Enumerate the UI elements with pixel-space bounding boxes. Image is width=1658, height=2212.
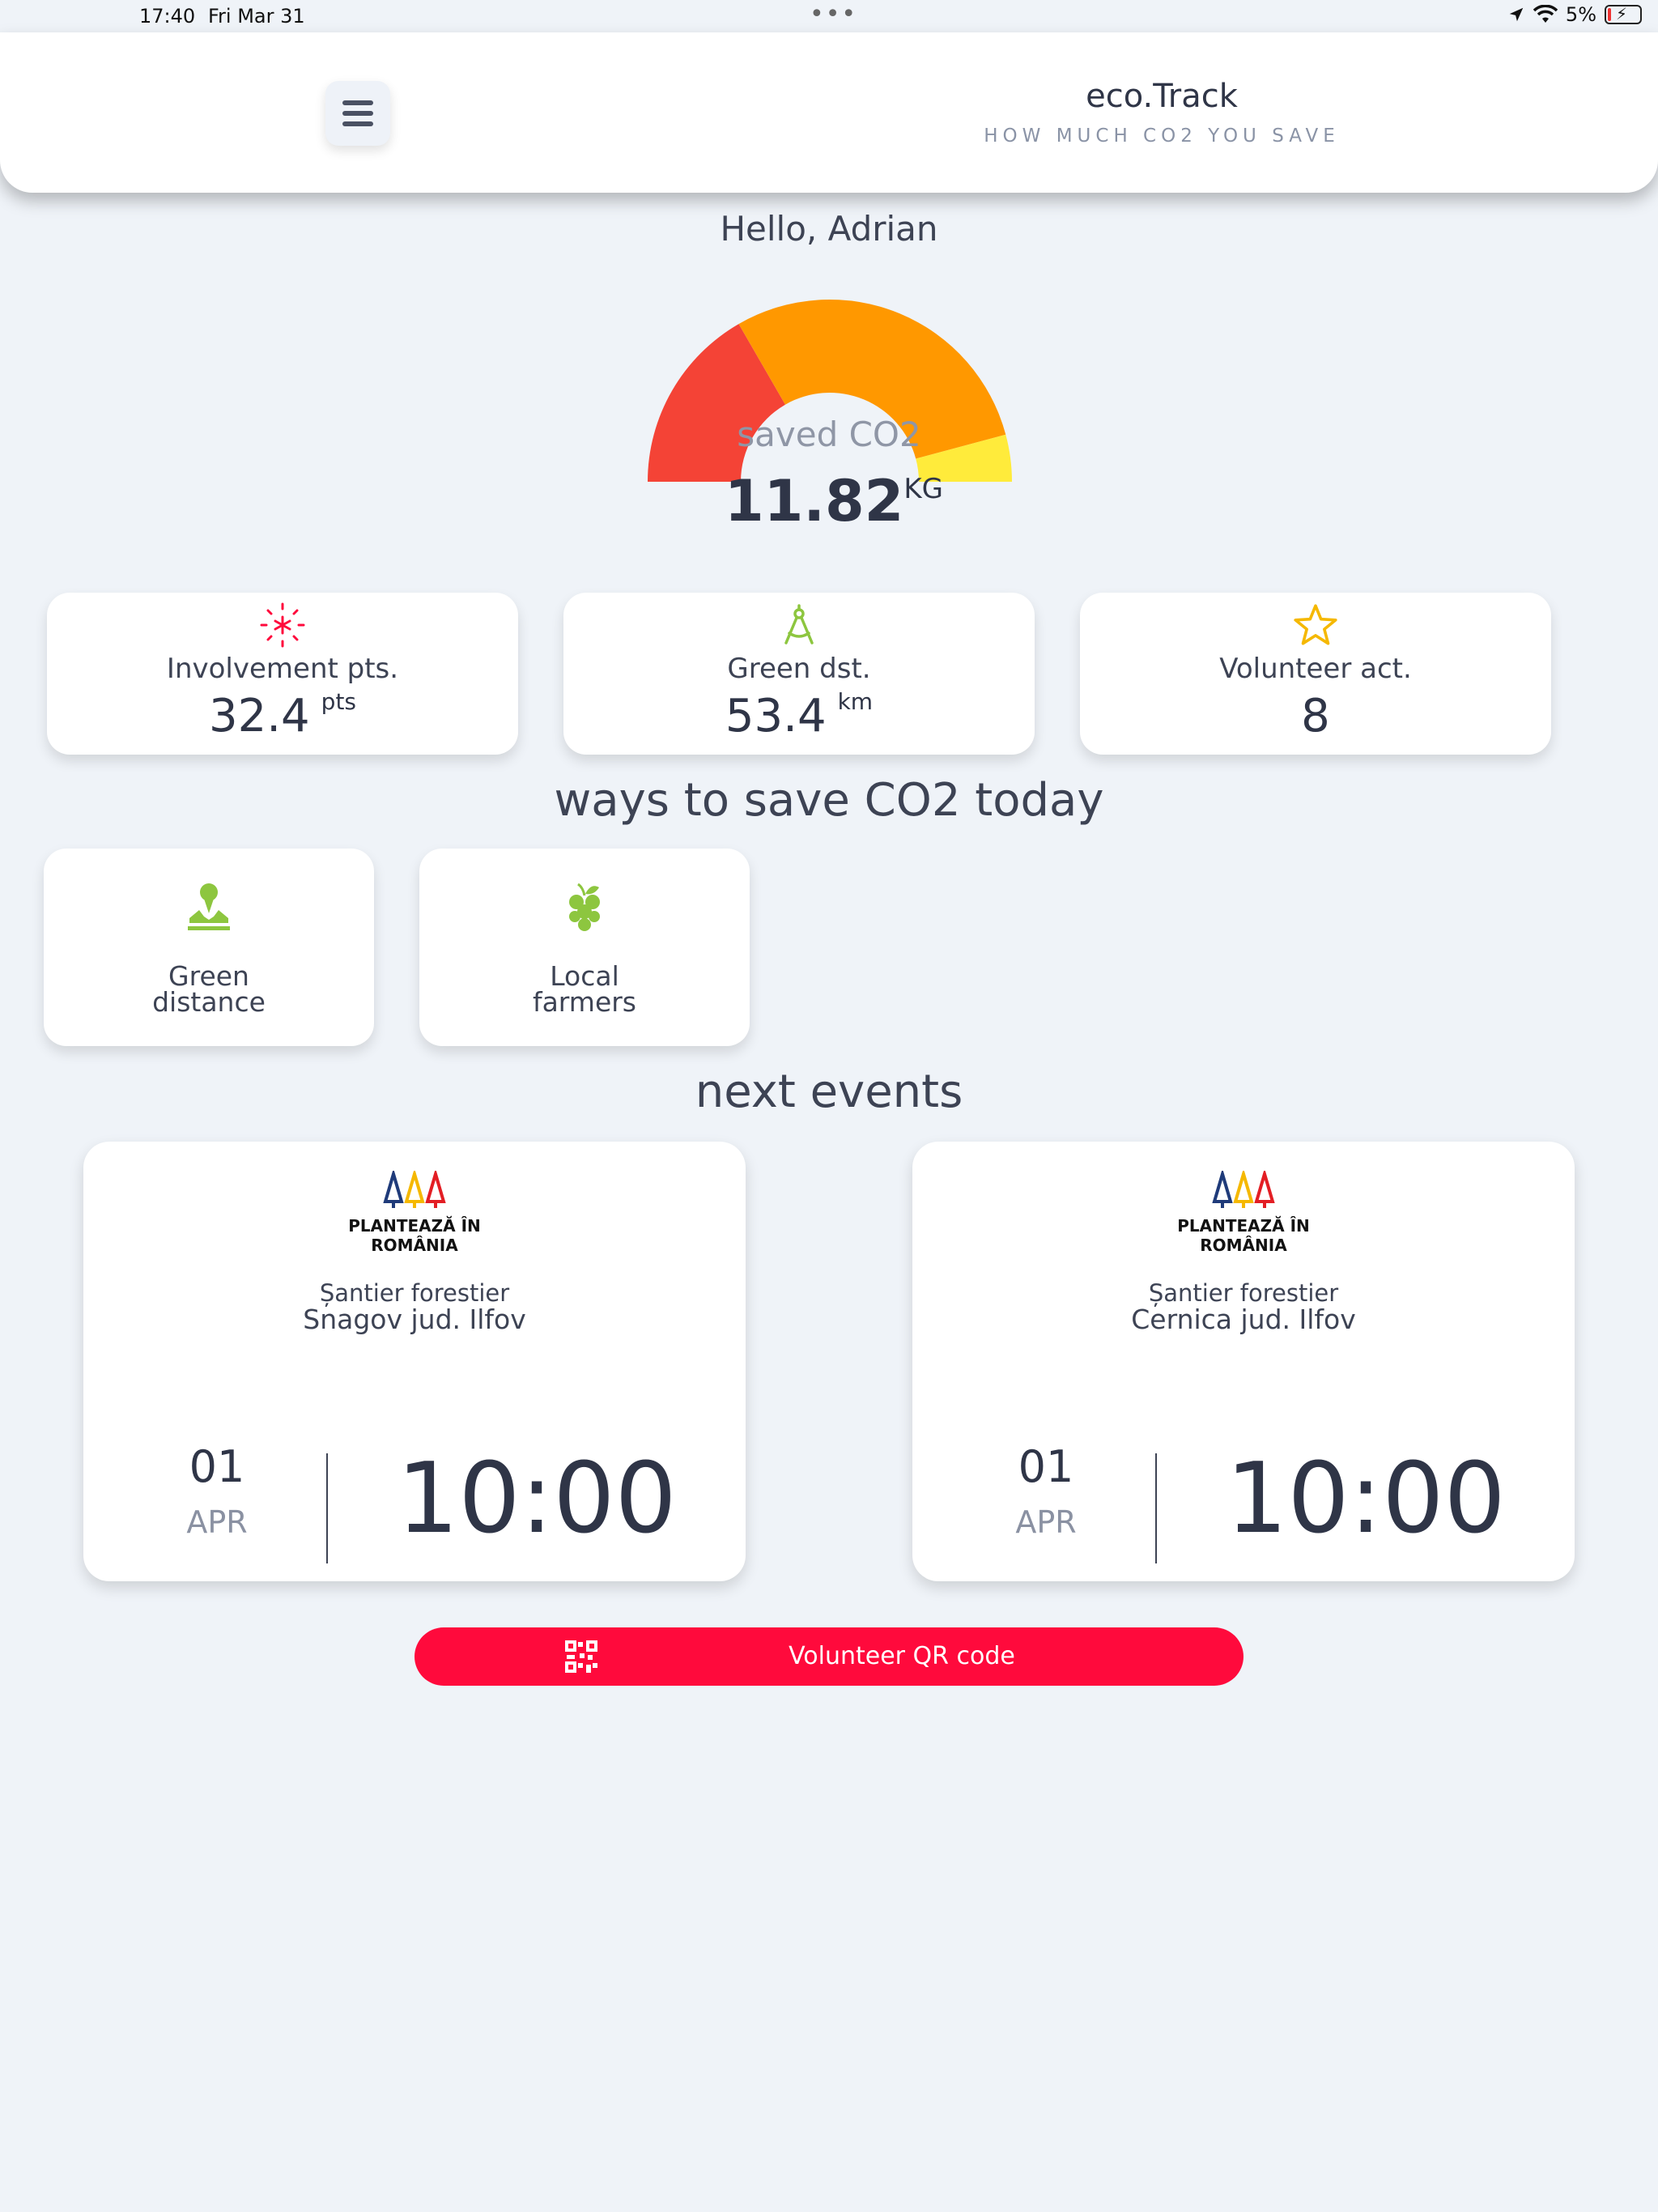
gauge-segment-yellow xyxy=(916,434,1012,482)
star-icon xyxy=(1294,604,1337,645)
stat-value: 8 xyxy=(1301,690,1330,742)
gauge-value: 11.82KG xyxy=(724,468,944,534)
event-day: 01 xyxy=(189,1441,245,1492)
event-place-type: Șantier forestier xyxy=(1148,1279,1339,1307)
gauge-segment-red xyxy=(648,324,785,482)
battery-icon: ⚡ xyxy=(1605,4,1642,24)
event-card[interactable]: PLANTEAZĂ ÎN ROMÂNIA Șantier forestier Sn… xyxy=(83,1142,746,1581)
event-time: 10:00 xyxy=(1226,1443,1506,1555)
status-right: 5% ⚡ xyxy=(1507,3,1642,26)
trees-logo-icon xyxy=(383,1171,446,1208)
stat-card-volunteer[interactable]: Volunteer act. 8 xyxy=(1080,593,1551,755)
compass-icon xyxy=(784,604,814,644)
stat-value: 32.4 pts xyxy=(208,688,357,742)
status-bar: 17:40 Fri Mar 31 ••• 5% ⚡ xyxy=(0,0,1658,32)
gauge-segment-orange xyxy=(738,299,1006,459)
event-place-type: Șantier forestier xyxy=(319,1279,510,1307)
qr-button-label: Volunteer QR code xyxy=(789,1642,1015,1670)
event-month: APR xyxy=(1015,1504,1077,1540)
event-time: 10:00 xyxy=(397,1443,677,1555)
app-title: eco.Track xyxy=(1086,78,1238,115)
ways-title: ways to save CO2 today xyxy=(554,774,1104,827)
gauge-label: saved CO2 xyxy=(737,415,921,454)
stat-card-involvement[interactable]: Involvement pts. 32.4 pts xyxy=(47,593,518,755)
way-label: Green distance xyxy=(152,960,266,1018)
status-date: Fri Mar 31 xyxy=(208,5,305,28)
multitask-dots-icon[interactable]: ••• xyxy=(810,0,858,28)
events-title: next events xyxy=(695,1066,963,1118)
sparkle-icon xyxy=(260,602,305,648)
stat-unit: km xyxy=(837,688,874,715)
wifi-icon xyxy=(1533,5,1558,23)
event-month: APR xyxy=(186,1504,248,1540)
event-logo-text: PLANTEAZĂ ÎN ROMÂNIA xyxy=(1177,1216,1310,1255)
stat-label: Involvement pts. xyxy=(166,653,399,685)
event-day: 01 xyxy=(1018,1441,1074,1492)
greeting: Hello, Adrian xyxy=(720,209,938,249)
stat-value: 53.4 km xyxy=(725,688,874,742)
way-card-local-farmers[interactable]: Local farmers xyxy=(419,849,750,1046)
event-place-name: Cernica jud. Ilfov xyxy=(1131,1304,1356,1335)
way-label: Local farmers xyxy=(532,960,637,1018)
event-place-name: Snagov jud. Ilfov xyxy=(303,1304,526,1335)
event-divider xyxy=(326,1453,328,1563)
stat-unit: pts xyxy=(321,688,357,715)
status-time: 17:40 xyxy=(139,5,196,28)
stat-card-green-distance[interactable]: Green dst. 53.4 km xyxy=(563,593,1035,755)
event-logo-text: PLANTEAZĂ ÎN ROMÂNIA xyxy=(348,1216,481,1255)
event-card[interactable]: PLANTEAZĂ ÎN ROMÂNIA Șantier forestier Ce… xyxy=(912,1142,1575,1581)
grapes-icon xyxy=(569,883,600,931)
stat-label: Green dst. xyxy=(727,653,871,685)
stat-label: Volunteer act. xyxy=(1219,653,1412,685)
hamburger-icon xyxy=(342,100,373,105)
co2-gauge xyxy=(648,299,1012,482)
trees-logo-icon xyxy=(1212,1171,1275,1208)
event-divider xyxy=(1155,1453,1157,1563)
app-header: eco.Track HOW MUCH CO2 YOU SAVE xyxy=(0,32,1658,193)
gauge-unit: KG xyxy=(903,473,944,505)
map-pin-icon xyxy=(188,883,230,930)
location-arrow-icon xyxy=(1509,7,1524,22)
app-subtitle: HOW MUCH CO2 YOU SAVE xyxy=(984,125,1340,147)
battery-percent: 5% xyxy=(1565,3,1596,26)
volunteer-qr-button[interactable]: Volunteer QR code xyxy=(414,1627,1244,1686)
way-card-green-distance[interactable]: Green distance xyxy=(44,849,374,1046)
qr-code-icon xyxy=(565,1640,597,1673)
menu-button[interactable] xyxy=(325,81,390,146)
